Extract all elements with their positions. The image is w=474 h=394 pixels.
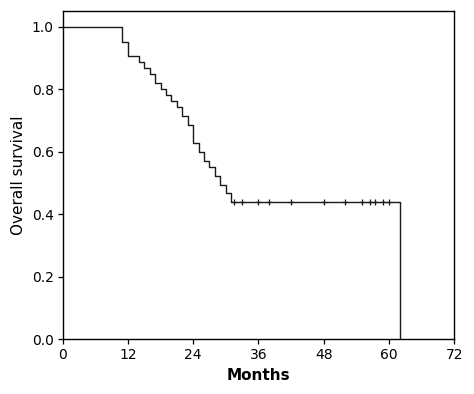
Y-axis label: Overall survival: Overall survival — [11, 115, 26, 235]
X-axis label: Months: Months — [227, 368, 290, 383]
